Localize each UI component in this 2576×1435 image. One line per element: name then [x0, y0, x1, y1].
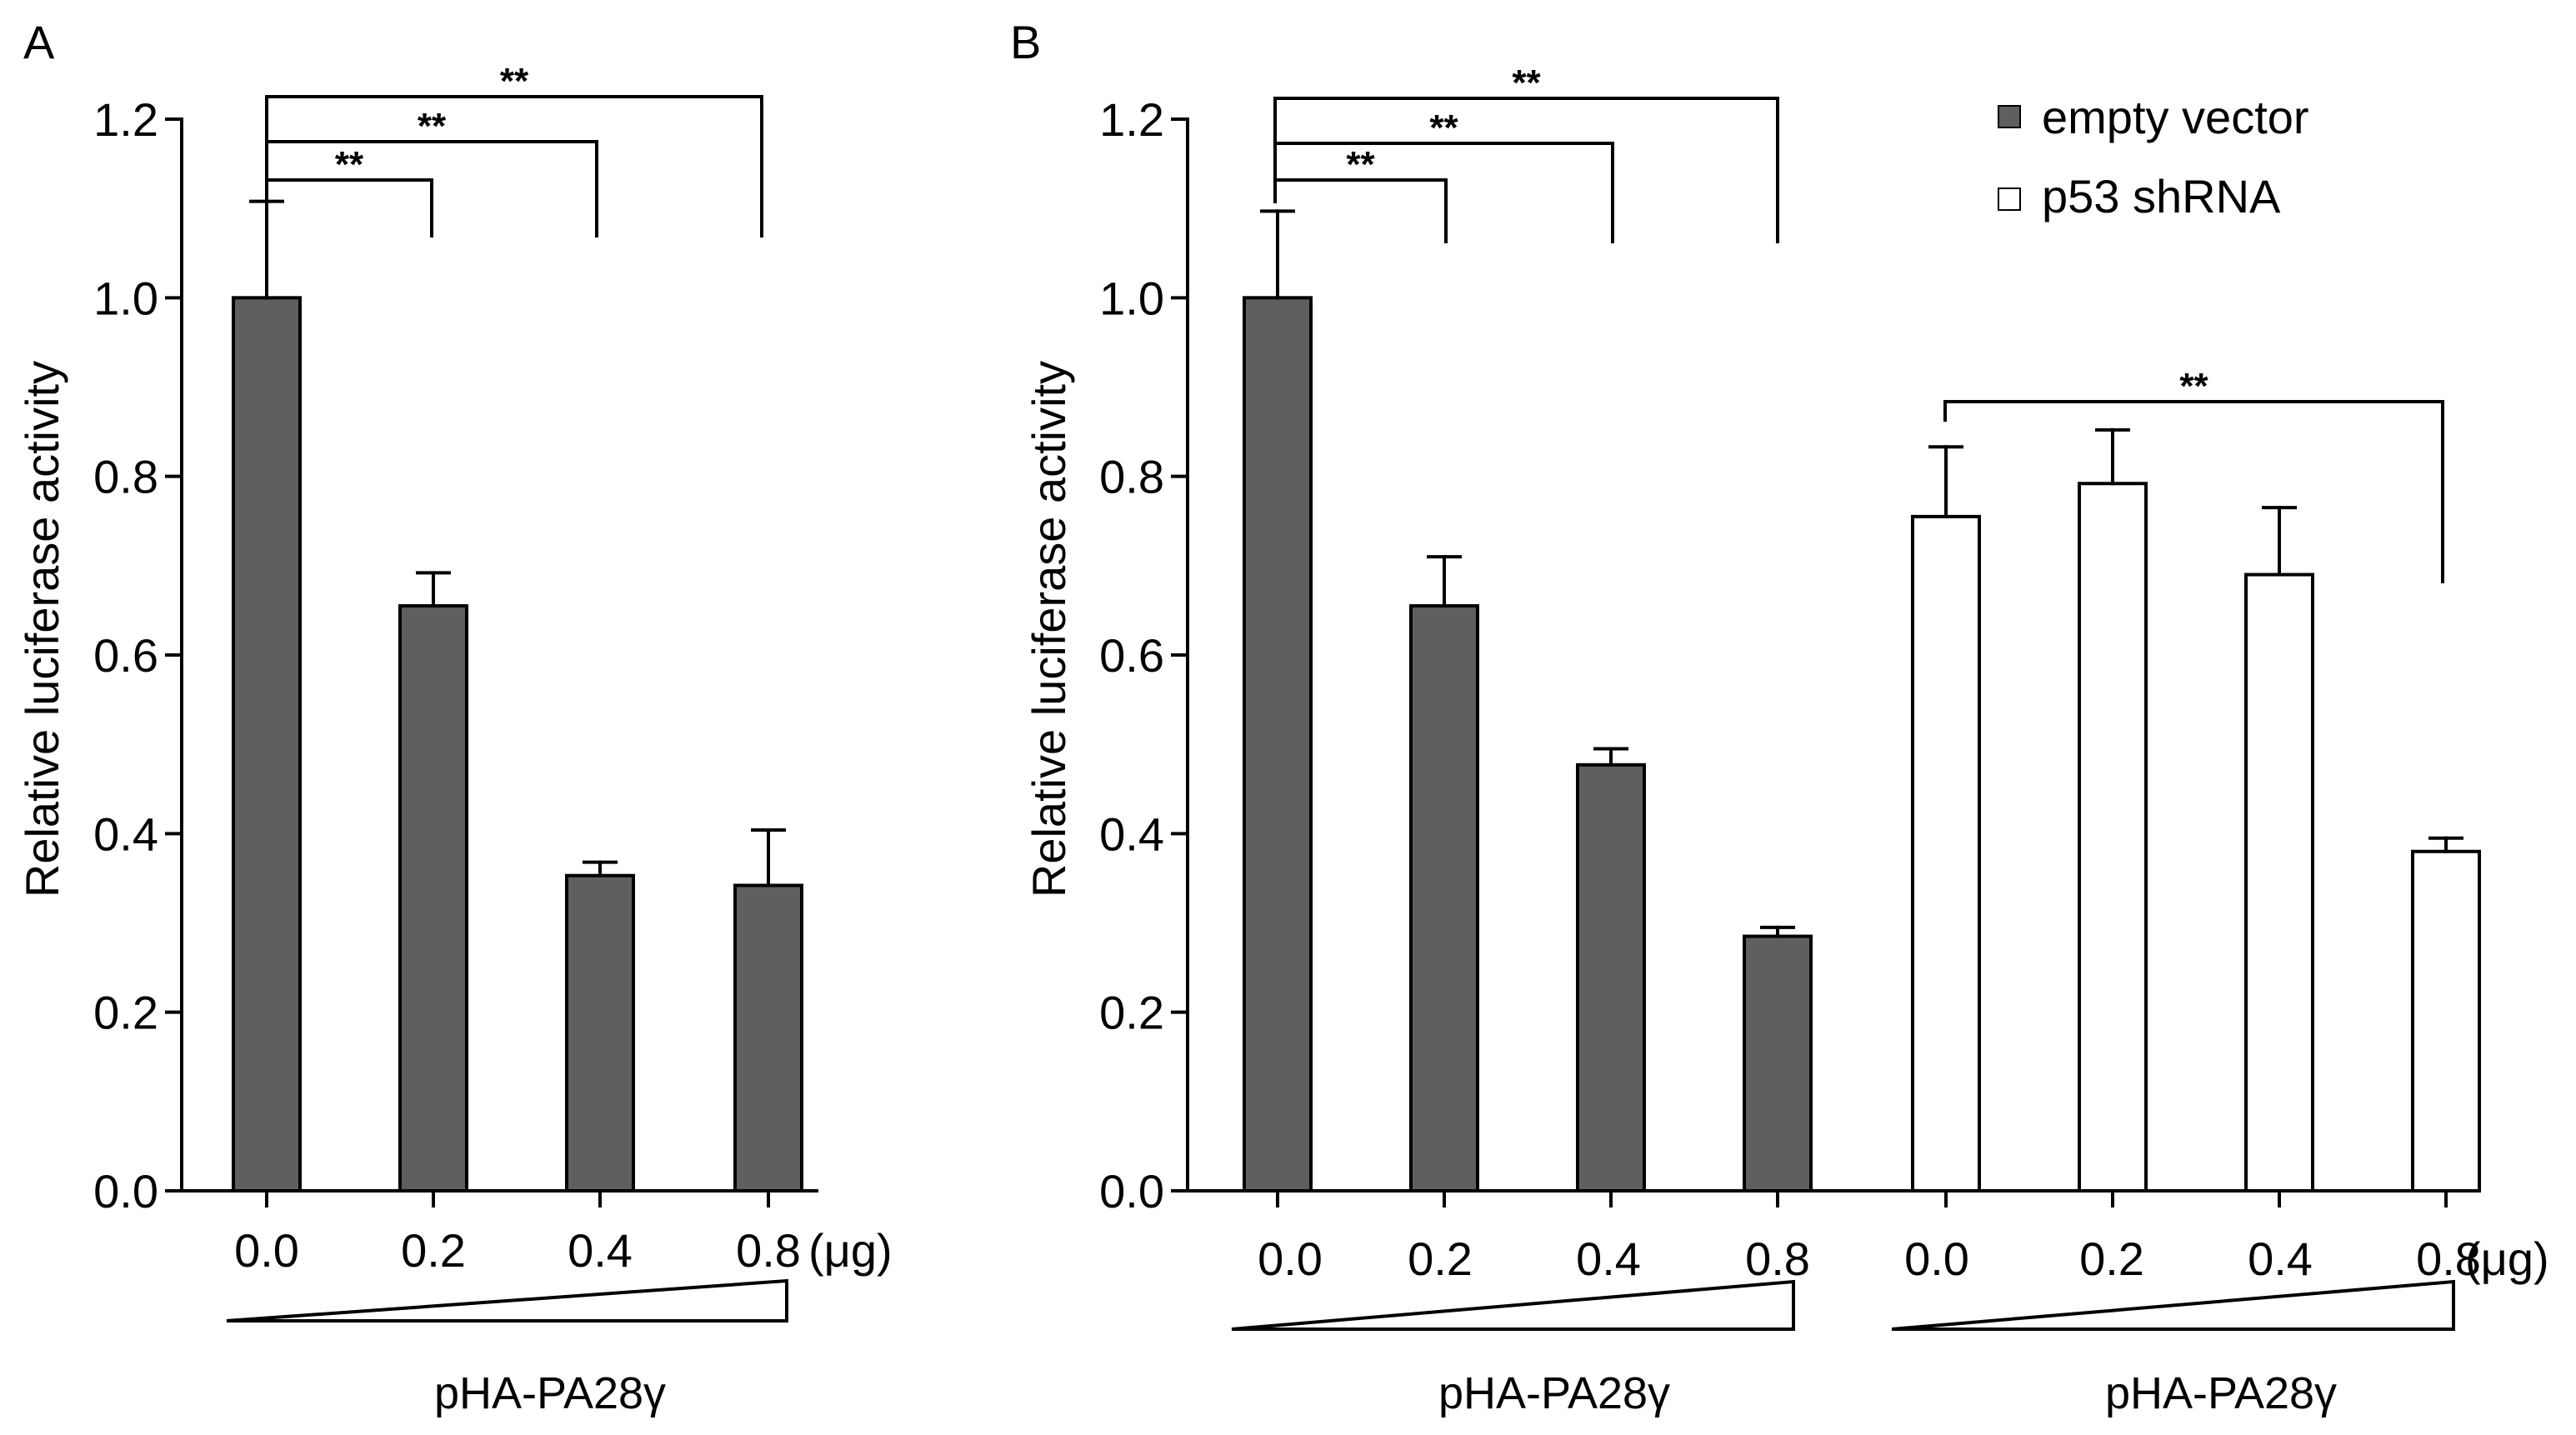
b-y-tick-label-2: 0.4	[1099, 808, 1164, 860]
a-y-tick-label-6: 1.2	[93, 93, 158, 146]
b-x-label-6: 0.4	[2248, 1232, 2313, 1285]
a-sig-label-2: **	[500, 61, 529, 102]
dose-label-a: pHA-PA28γ	[434, 1368, 666, 1418]
panel-label-b: B	[1010, 16, 1041, 68]
a-bar-0	[232, 296, 302, 1193]
a-y-tick-label-0: 0.0	[93, 1165, 158, 1218]
dose-label-b1: pHA-PA28γ	[1438, 1368, 1670, 1418]
b-y-tick-label-0: 0.0	[1099, 1165, 1164, 1218]
legend: empty vector p53 shRNA	[1998, 91, 2309, 222]
legend-swatch-empty-vector	[1998, 105, 2021, 128]
unit-label-b: (μg)	[2465, 1232, 2549, 1285]
b-y-tick-label-5: 1.0	[1099, 272, 1164, 324]
b-sig-label-3: **	[2179, 366, 2208, 407]
unit-label-a: (μg)	[808, 1224, 893, 1277]
a-y-tick-label-4: 0.8	[93, 451, 158, 503]
a-x-label-3: 0.8	[736, 1224, 801, 1277]
b-shrna-bar-2	[2244, 572, 2314, 1192]
y-axis-title-a: Relative luciferase activity	[16, 361, 68, 898]
b-empty-bar-1	[1409, 604, 1479, 1192]
a-bar-2	[565, 873, 635, 1192]
a-x-label-0: 0.0	[234, 1224, 299, 1277]
a-y-tick-label-3: 0.6	[93, 629, 158, 682]
a-sig-label-1: **	[418, 106, 447, 147]
dose-wedge-b1	[1231, 1279, 1795, 1331]
a-bar-1	[398, 604, 468, 1192]
chart-panel-a: 0.0 0.2 0.4 0.6 0.8 1.0 1.2 0.0 0.2 0.4 0.8 ** ** **	[93, 61, 818, 1277]
b-sig-label-2: **	[1512, 62, 1541, 103]
dose-wedge-a	[226, 1278, 788, 1322]
b-y-tick-label-3: 0.6	[1099, 629, 1164, 682]
b-empty-bar-0	[1243, 296, 1313, 1193]
b-empty-bar-3	[1743, 934, 1813, 1193]
panel-label-a: A	[23, 16, 55, 68]
b-y-tick-label-1: 0.2	[1099, 987, 1164, 1039]
b-sig-label-0: **	[1346, 144, 1375, 185]
b-x-label-2: 0.4	[1576, 1232, 1641, 1285]
b-x-label-4: 0.0	[1904, 1232, 1969, 1285]
chart-panel-b: 0.0 0.2 0.4 0.6 0.8 1.0 1.2 0.0 0.2 0.4 0.8 0.0 0.2 0…	[1099, 62, 2481, 1285]
a-y-tick-label-5: 1.0	[93, 272, 158, 324]
b-x-label-0: 0.0	[1258, 1232, 1323, 1285]
a-bar-3	[733, 883, 803, 1193]
b-sig-label-1: **	[1429, 108, 1458, 148]
y-axis-title-b: Relative luciferase activity	[1023, 361, 1075, 898]
legend-swatch-p53-shrna	[1998, 188, 2021, 211]
b-x-label-1: 0.2	[1408, 1232, 1473, 1285]
a-y-tick-label-1: 0.2	[93, 987, 158, 1039]
a-y-tick-label-2: 0.4	[93, 808, 158, 860]
b-x-label-5: 0.2	[2079, 1232, 2144, 1285]
a-x-label-1: 0.2	[401, 1224, 466, 1277]
b-empty-bar-2	[1576, 762, 1646, 1192]
dose-label-b2: pHA-PA28γ	[2105, 1368, 2337, 1418]
b-shrna-bar-3	[2411, 849, 2481, 1192]
b-y-tick-label-4: 0.8	[1099, 451, 1164, 503]
b-x-label-7: 0.8	[2416, 1232, 2481, 1285]
legend-label-empty-vector: empty vector	[2042, 91, 2309, 143]
b-y-tick-label-6: 1.2	[1099, 93, 1164, 146]
b-x-label-3: 0.8	[1745, 1232, 1810, 1285]
b-shrna-bar-0	[1911, 514, 1981, 1192]
a-sig-label-0: **	[335, 144, 364, 185]
dose-wedge-b2	[1891, 1279, 2455, 1331]
a-x-label-2: 0.4	[568, 1224, 633, 1277]
b-shrna-bar-1	[2078, 482, 2148, 1192]
legend-label-p53-shrna: p53 shRNA	[2042, 170, 2281, 222]
